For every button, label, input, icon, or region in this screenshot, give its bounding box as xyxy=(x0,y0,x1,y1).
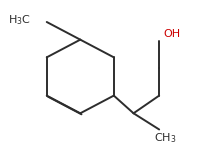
Text: OH: OH xyxy=(163,29,180,39)
Text: H$_3$C: H$_3$C xyxy=(8,14,31,27)
Text: CH$_3$: CH$_3$ xyxy=(154,131,176,145)
